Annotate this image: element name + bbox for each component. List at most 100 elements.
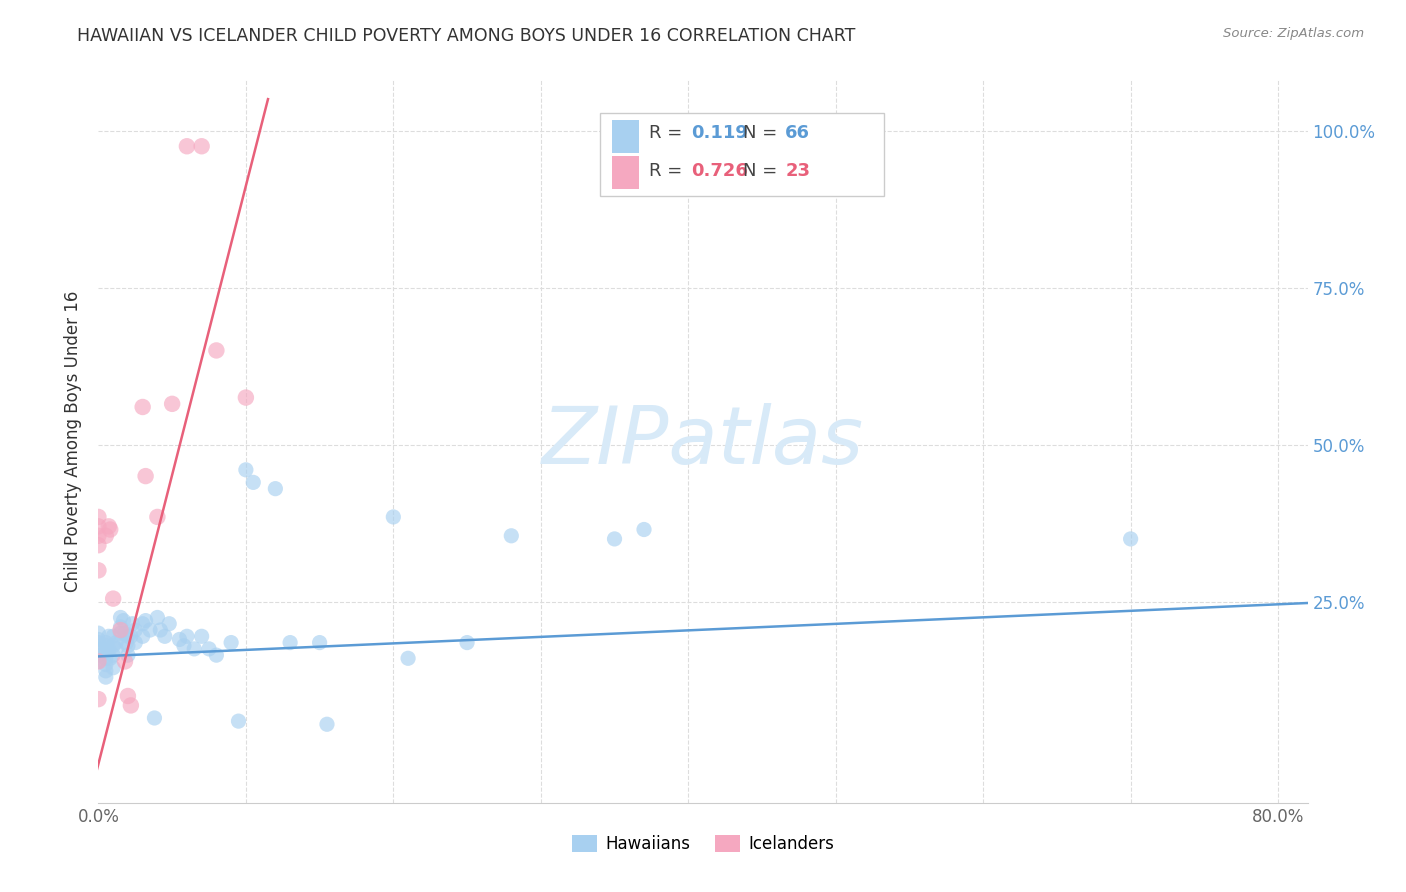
Point (115, 635, 138, 649)
Point (205, 343, 228, 358)
Point (153, 629, 176, 643)
Point (131, 616, 153, 631)
Point (501, 529, 523, 543)
Point (114, 655, 136, 669)
Point (139, 623, 162, 637)
Text: N =: N = (742, 161, 783, 179)
Point (97, 629, 120, 643)
Point (235, 391, 257, 405)
Point (169, 632, 191, 647)
Point (131, 629, 153, 643)
Point (87, 655, 110, 669)
Point (105, 641, 128, 656)
Point (1119, 532, 1142, 546)
Point (117, 648, 139, 662)
Legend: Hawaiians, Icelanders: Hawaiians, Icelanders (565, 828, 841, 860)
Point (219, 635, 242, 649)
Point (87, 648, 110, 662)
Point (183, 641, 205, 656)
Point (135, 614, 157, 628)
Point (120, 698, 142, 713)
Point (97, 519, 120, 533)
Text: R =: R = (648, 161, 688, 179)
Point (101, 591, 124, 606)
Point (157, 616, 180, 631)
Text: 0.119: 0.119 (690, 124, 748, 142)
Text: 0.726: 0.726 (690, 161, 748, 179)
Point (633, 523, 655, 537)
Point (114, 626, 136, 640)
Point (120, 629, 142, 643)
Point (101, 648, 124, 662)
Point (87, 510, 110, 524)
Text: 66: 66 (785, 124, 810, 142)
Point (198, 641, 221, 656)
Point (396, 651, 419, 665)
Point (87, 632, 110, 647)
Point (87, 641, 110, 656)
Point (87, 529, 110, 543)
FancyBboxPatch shape (613, 156, 638, 189)
Point (87, 563, 110, 577)
Text: 23: 23 (785, 161, 810, 179)
Point (242, 475, 264, 490)
Point (135, 469, 157, 483)
Point (110, 620, 132, 634)
Text: R =: R = (648, 124, 688, 142)
Point (94, 651, 117, 665)
Point (110, 610, 132, 624)
Point (87, 519, 110, 533)
Point (101, 629, 124, 643)
Point (176, 139, 198, 153)
Point (124, 635, 146, 649)
Point (121, 616, 143, 631)
Point (149, 623, 172, 637)
Point (190, 139, 212, 153)
Point (278, 635, 301, 649)
Point (190, 629, 212, 643)
Point (117, 689, 139, 703)
Point (382, 510, 405, 524)
Y-axis label: Child Poverty Among Boys Under 16: Child Poverty Among Boys Under 16 (65, 291, 83, 592)
Text: HAWAIIAN VS ICELANDER CHILD POVERTY AMONG BOYS UNDER 16 CORRELATION CHART: HAWAIIAN VS ICELANDER CHILD POVERTY AMON… (77, 27, 856, 45)
Point (105, 635, 128, 649)
Point (87, 655, 110, 669)
Point (94, 639, 117, 653)
Point (94, 657, 117, 672)
Point (316, 717, 339, 731)
Point (110, 626, 132, 640)
FancyBboxPatch shape (613, 120, 638, 153)
Point (264, 482, 287, 496)
Point (87, 692, 110, 706)
Point (94, 670, 117, 684)
Point (228, 714, 250, 728)
Point (110, 623, 132, 637)
Point (603, 532, 626, 546)
Text: N =: N = (742, 124, 783, 142)
Point (94, 645, 117, 659)
Point (117, 629, 139, 643)
Point (94, 529, 117, 543)
Point (308, 635, 330, 649)
Point (112, 614, 135, 628)
Point (94, 635, 117, 649)
Point (146, 610, 169, 624)
Text: ZIPatlas: ZIPatlas (541, 402, 865, 481)
Point (131, 400, 153, 414)
Point (97, 641, 120, 656)
Point (146, 510, 169, 524)
Point (101, 661, 124, 675)
Point (176, 629, 198, 643)
Point (143, 711, 166, 725)
FancyBboxPatch shape (600, 112, 884, 196)
Point (94, 664, 117, 678)
Point (87, 635, 110, 649)
Point (160, 397, 183, 411)
Point (117, 639, 139, 653)
Point (235, 463, 257, 477)
Point (101, 639, 124, 653)
Point (98, 523, 121, 537)
Point (87, 626, 110, 640)
Text: Source: ZipAtlas.com: Source: ZipAtlas.com (1223, 27, 1364, 40)
Point (173, 639, 195, 653)
